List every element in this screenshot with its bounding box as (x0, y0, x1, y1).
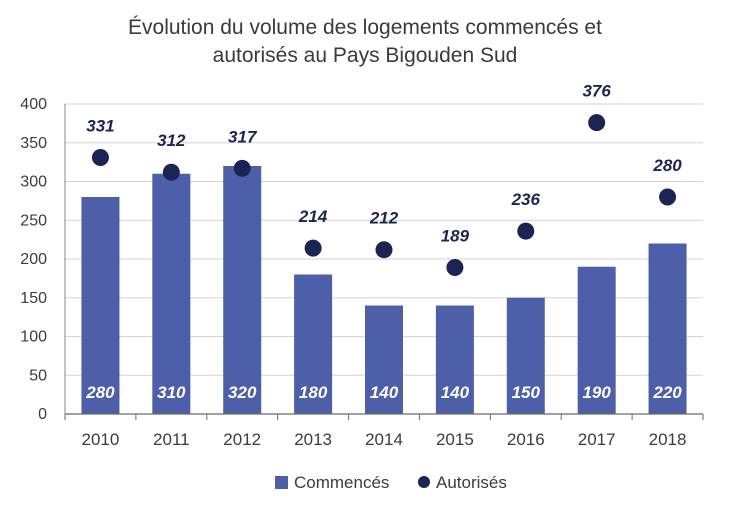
bar (365, 305, 403, 414)
y-tick-label: 400 (20, 96, 47, 113)
x-tick-label: 2017 (578, 430, 616, 449)
dot-value-label: 331 (86, 116, 114, 135)
chart-title-line-2: autorisés au Pays Bigouden Sud (212, 44, 518, 67)
x-tick-label: 2011 (153, 430, 190, 449)
bar (81, 197, 120, 414)
dot-value-label: 376 (582, 82, 611, 101)
chart-title-line-1: Évolution du volume des logements commen… (128, 16, 602, 39)
dot (588, 114, 606, 132)
dot (304, 239, 322, 257)
bar (294, 274, 333, 414)
y-tick-label: 150 (20, 290, 47, 307)
x-tick-label: 2012 (223, 430, 261, 449)
bar-value-label: 280 (85, 383, 115, 402)
bar (506, 297, 545, 414)
legend-label: Autorisés (436, 473, 507, 492)
y-tick-label: 100 (20, 329, 47, 346)
legend-swatch-dot (418, 476, 430, 488)
dot-value-label: 312 (157, 131, 186, 150)
y-tick-label: 250 (20, 212, 47, 229)
bar-value-label: 150 (512, 383, 541, 402)
y-tick-label: 200 (20, 251, 47, 268)
dot-value-label: 212 (369, 209, 399, 228)
legend-swatch-bar (275, 476, 288, 489)
x-tick-label: 2010 (82, 430, 120, 449)
y-tick-label: 350 (20, 135, 47, 152)
legend-label: Commencés (294, 473, 389, 492)
dot (659, 188, 677, 206)
x-tick-label: 2013 (294, 430, 332, 449)
bar (152, 173, 191, 414)
y-tick-label: 300 (20, 174, 47, 191)
bar (577, 266, 616, 414)
dot-value-label: 214 (298, 207, 328, 226)
bar-value-label: 190 (582, 383, 611, 402)
bar-value-label: 320 (228, 383, 257, 402)
x-tick-label: 2015 (436, 430, 474, 449)
dot-value-label: 189 (441, 227, 470, 246)
bar (435, 305, 474, 414)
dot-value-label: 280 (652, 156, 682, 175)
bar-value-label: 140 (370, 383, 399, 402)
bar-value-label: 140 (441, 383, 470, 402)
dot (162, 163, 180, 181)
dot-value-label: 236 (511, 190, 541, 209)
dot (91, 148, 109, 166)
bar (223, 166, 262, 414)
dot (446, 259, 464, 277)
x-tick-label: 2018 (649, 430, 687, 449)
bar (648, 243, 687, 414)
dot-value-label: 317 (228, 127, 258, 146)
x-tick-label: 2014 (365, 430, 403, 449)
chart-title: Évolution du volume des logements commen… (0, 14, 730, 70)
bar-value-label: 180 (299, 383, 328, 402)
bar-value-label: 310 (157, 383, 186, 402)
y-tick-label: 50 (29, 367, 47, 384)
dot (375, 241, 393, 259)
dot (233, 159, 251, 177)
y-tick-label: 0 (38, 406, 47, 423)
dot (517, 222, 535, 240)
x-tick-label: 2016 (507, 430, 545, 449)
bar-value-label: 220 (652, 383, 682, 402)
